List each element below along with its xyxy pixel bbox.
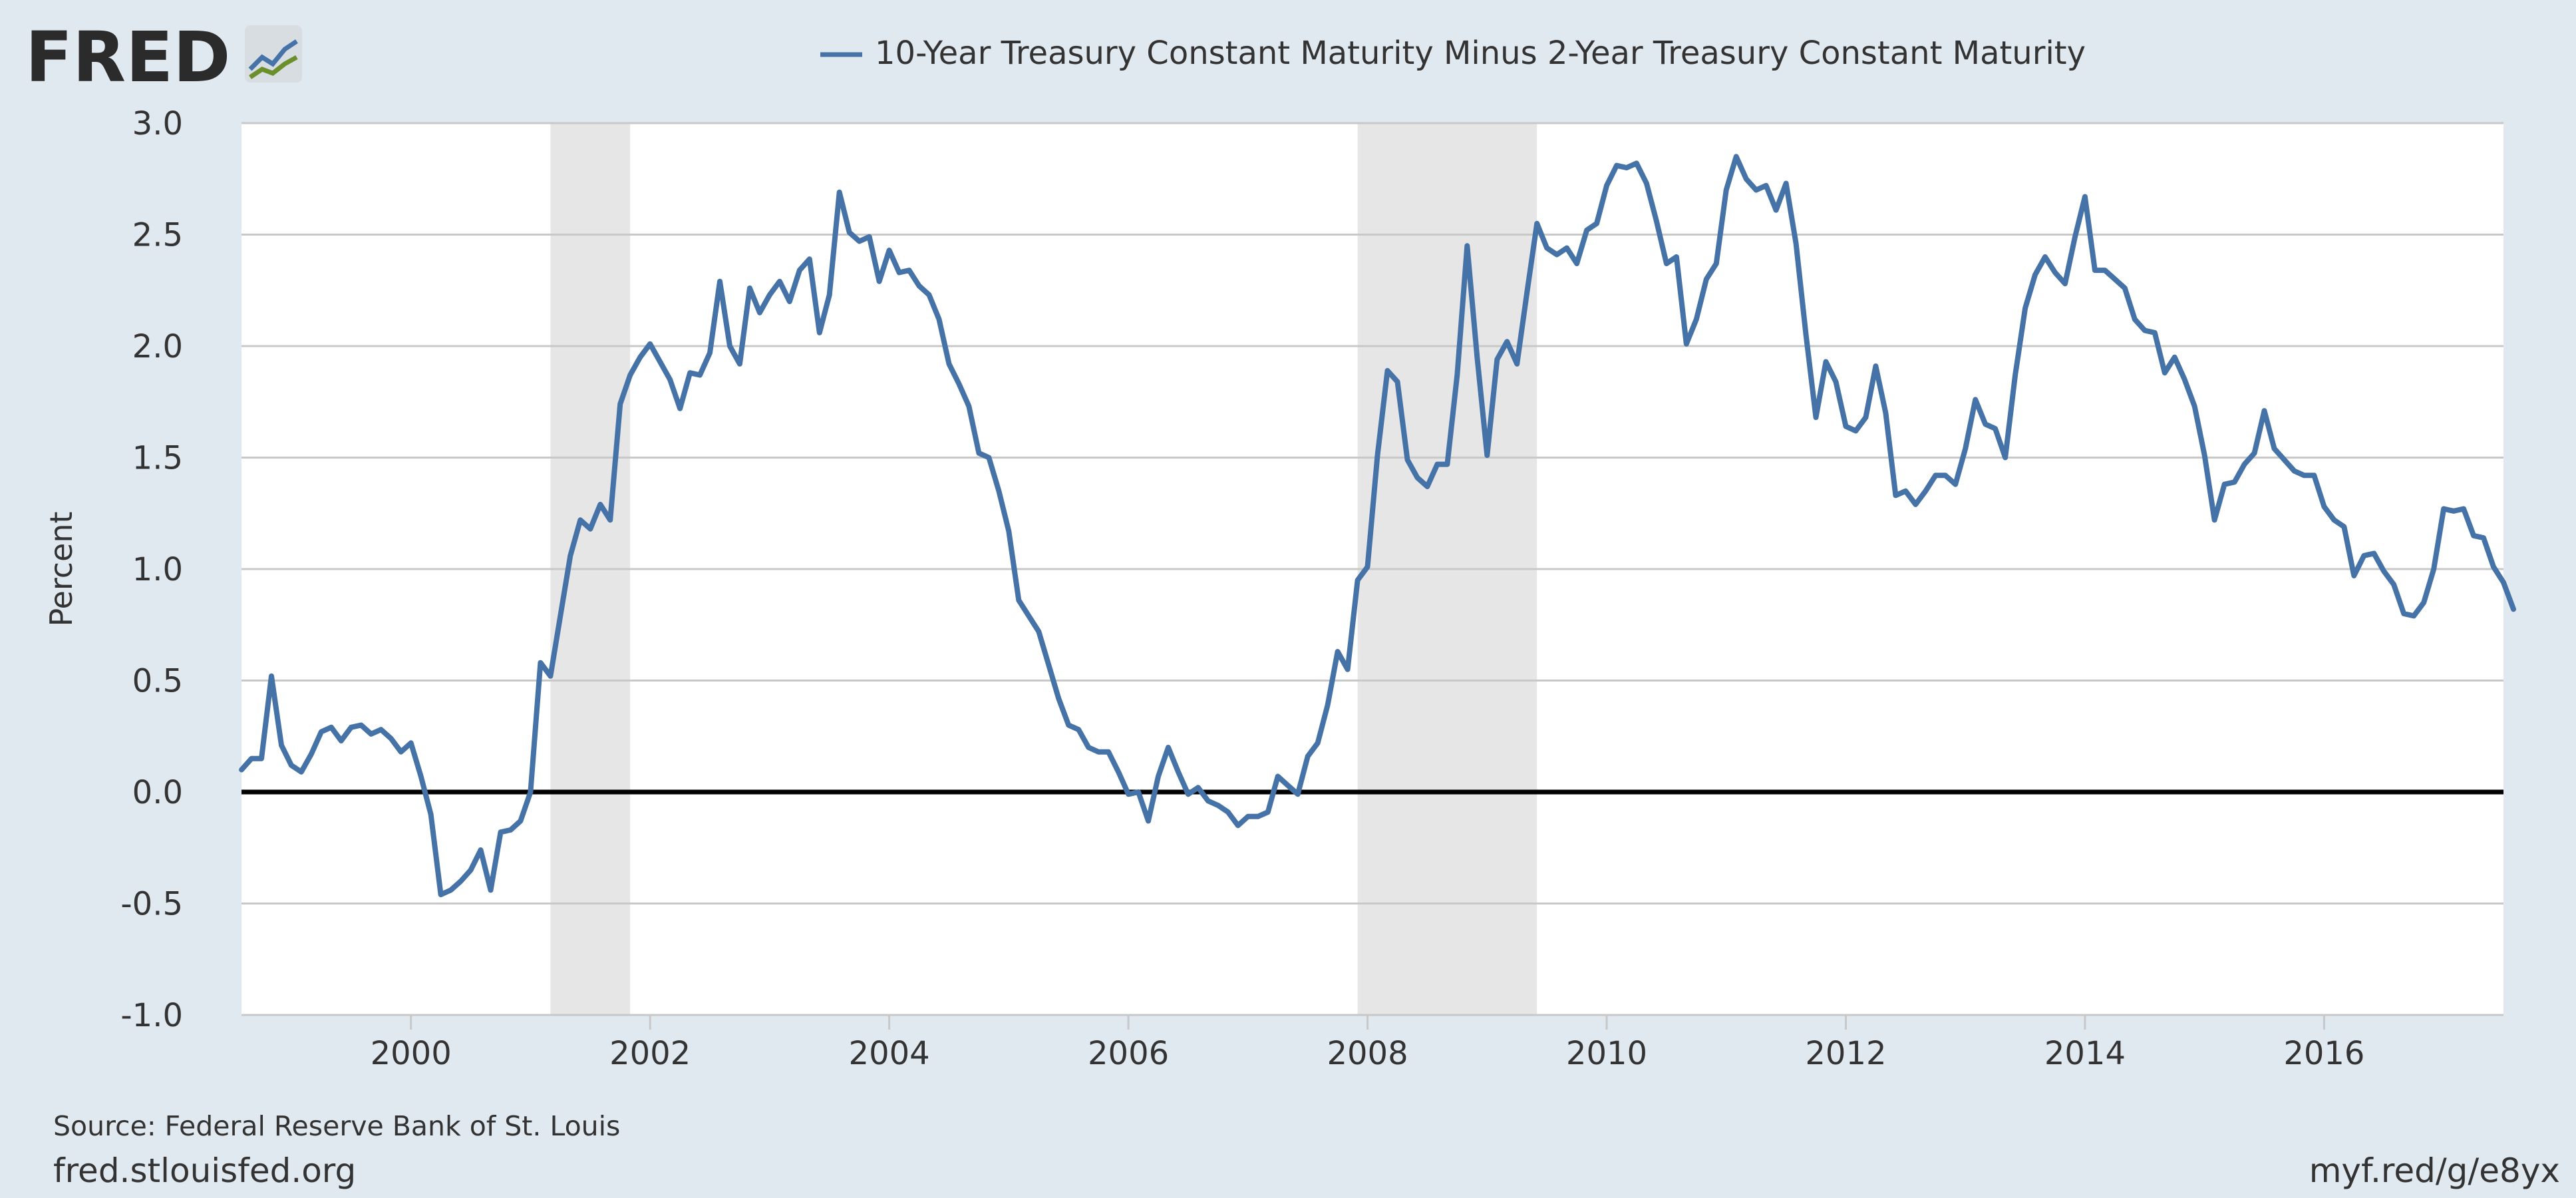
x-tick-label: 2014: [2044, 1035, 2126, 1072]
x-tick-label: 2008: [1327, 1035, 1408, 1072]
y-tick-label: 2.0: [132, 328, 183, 365]
y-tick-label: 0.0: [132, 774, 183, 811]
x-tick-label: 2006: [1088, 1035, 1169, 1072]
x-tick-label: 2002: [609, 1035, 691, 1072]
series-line: [239, 154, 2516, 898]
y-axis-label: Percent: [43, 511, 79, 626]
y-tick-label: 3.0: [132, 105, 183, 142]
x-axis-ticks: 2000 2002 2004 2006 2008 2010 2012 2014 2016: [371, 1015, 2364, 1072]
fred-chart-icon: [245, 25, 302, 83]
y-tick-label: 1.5: [132, 440, 183, 477]
y-tick-label: 0.5: [132, 663, 183, 700]
legend-series-label: 10-Year Treasury Constant Maturity Minus…: [875, 35, 2086, 72]
legend: 10-Year Treasury Constant Maturity Minus…: [820, 35, 2086, 72]
y-tick-label: 2.5: [132, 217, 183, 254]
y-tick-label: -1.0: [120, 997, 183, 1034]
plot-area: [239, 122, 2516, 1016]
x-tick-label: 2004: [849, 1035, 930, 1072]
y-tick-label: -0.5: [120, 886, 183, 923]
x-tick-label: 2016: [2283, 1035, 2364, 1072]
fred-logo[interactable]: FRED: [25, 17, 302, 98]
site-link[interactable]: fred.stlouisfed.org: [53, 1151, 356, 1190]
source-note: Source: Federal Reserve Bank of St. Loui…: [53, 1110, 620, 1142]
short-link[interactable]: myf.red/g/e8yx: [2309, 1151, 2560, 1190]
y-axis-ticks: -1.0 -0.5 0.0 0.5 1.0 1.5 2.0 2.5 3.0: [120, 105, 183, 1034]
x-tick-label: 2010: [1566, 1035, 1647, 1072]
y-tick-label: 1.0: [132, 551, 183, 588]
fred-logo-text: FRED: [25, 17, 231, 98]
x-tick-label: 2012: [1805, 1035, 1886, 1072]
x-tick-label: 2000: [371, 1035, 452, 1072]
